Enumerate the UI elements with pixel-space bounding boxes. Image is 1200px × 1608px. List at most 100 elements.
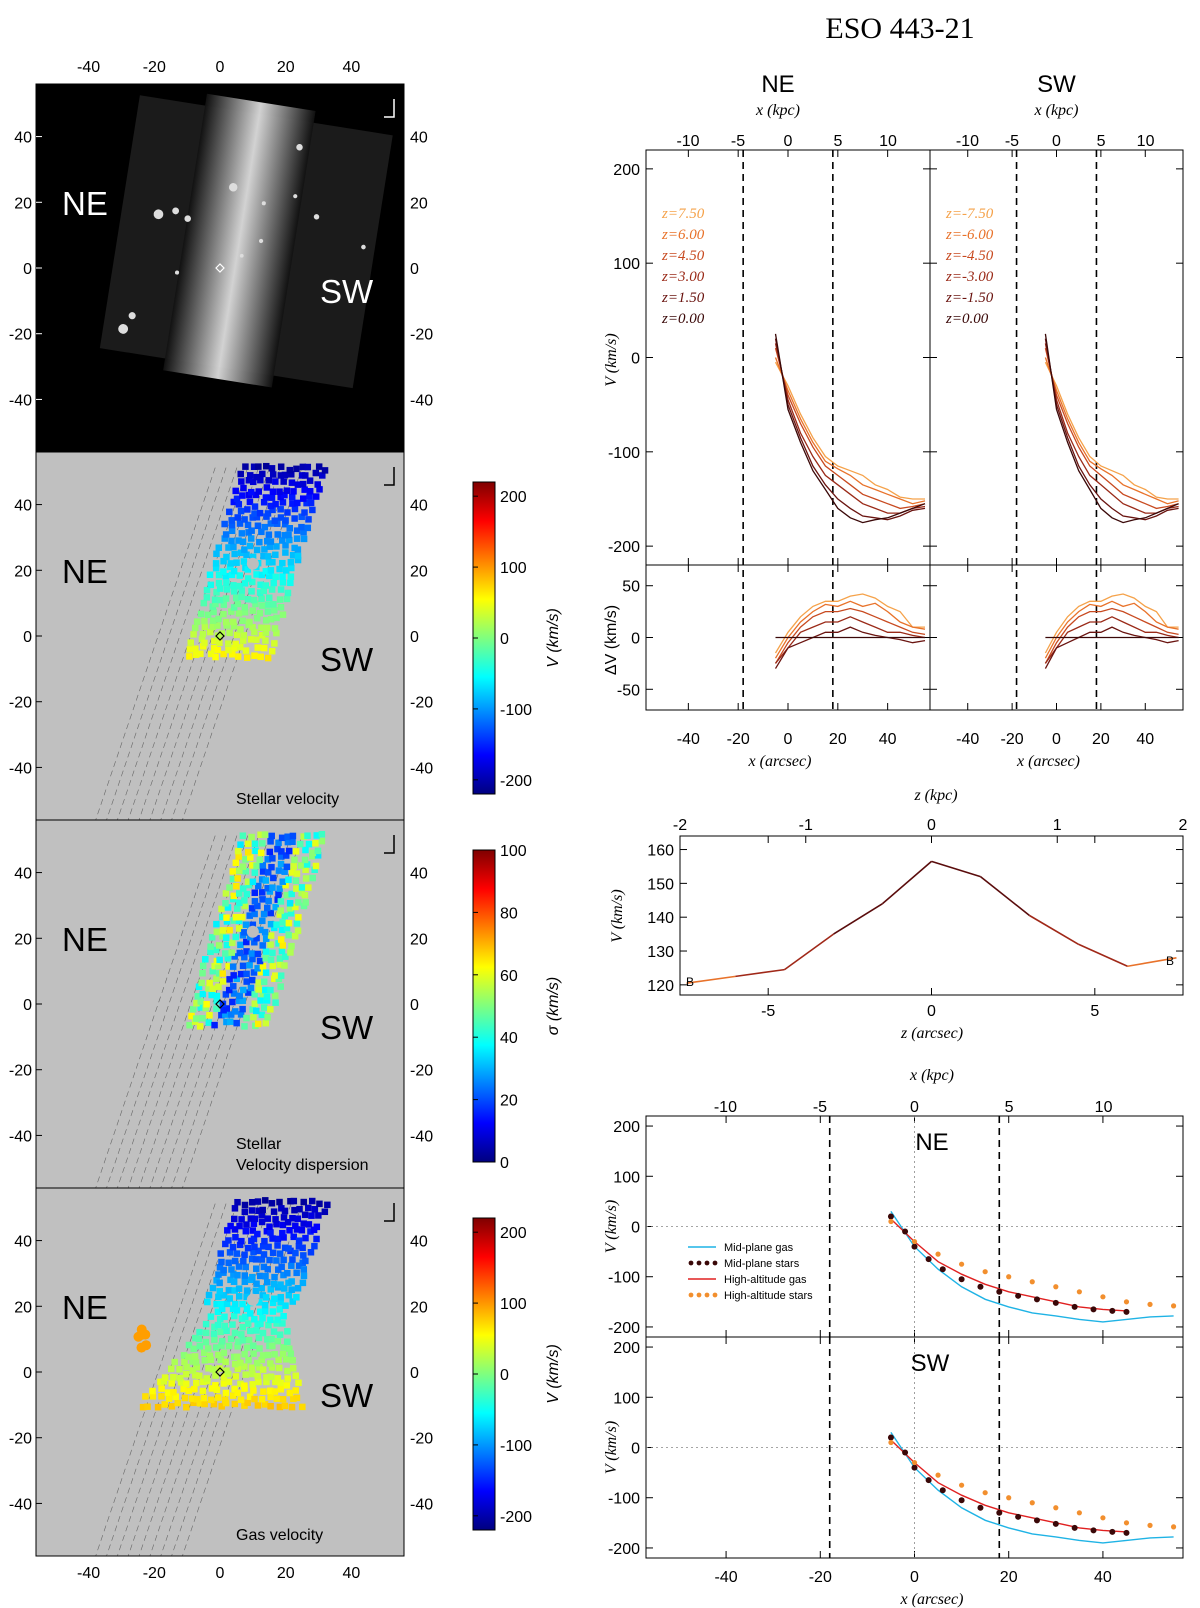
- map-spaxel: [244, 849, 252, 856]
- map-spaxel: [201, 617, 208, 625]
- map-spaxel: [252, 1287, 260, 1295]
- map-spaxel: [263, 1378, 270, 1386]
- map-spaxel: [215, 942, 223, 949]
- map-spaxel: [194, 993, 202, 1000]
- map-spaxel: [228, 608, 235, 615]
- map-spaxel: [255, 488, 262, 495]
- map-spaxel: [313, 832, 321, 839]
- map-spaxel: [321, 467, 329, 474]
- map-spaxel: [299, 1279, 307, 1287]
- map-spaxel: [239, 637, 247, 644]
- map-spaxel: [293, 527, 301, 534]
- map-y-tick-label-right: 20: [410, 931, 428, 948]
- map-spaxel: [209, 1284, 217, 1292]
- map-spaxel: [306, 477, 314, 484]
- map-spaxel: [257, 926, 264, 934]
- gs-mid-stars-point: [939, 1266, 946, 1273]
- map-spaxel: [249, 921, 257, 929]
- gs-legend-swatch: [712, 1292, 718, 1298]
- map-spaxel: [212, 560, 220, 567]
- colorbar-tick-label: 0: [500, 1155, 509, 1172]
- map-spaxel: [212, 1382, 219, 1389]
- map-spaxel: [292, 1372, 300, 1380]
- map-y-tick-label-right: -40: [410, 760, 433, 777]
- map-spaxel: [168, 1380, 175, 1387]
- map-spaxel: [295, 1379, 302, 1387]
- vz-top-xlabel: z (kpc): [913, 787, 957, 804]
- map-spaxel: [269, 949, 276, 957]
- map-spaxel: [264, 1336, 271, 1343]
- map-spaxel: [196, 1328, 203, 1336]
- map-spaxel: [273, 1395, 281, 1402]
- map-spaxel: [292, 877, 300, 884]
- map-spaxel: [259, 1206, 266, 1214]
- map-spaxel: [282, 549, 289, 556]
- map-spaxel: [263, 993, 271, 1001]
- map-spaxel: [207, 1313, 215, 1320]
- map-spaxel: [240, 1258, 247, 1265]
- rc-y-tick-label: -100: [608, 445, 640, 462]
- map-spaxel: [305, 1204, 312, 1212]
- map-spaxel: [217, 596, 224, 604]
- map-spaxel: [241, 609, 249, 616]
- map-spaxel: [281, 471, 289, 479]
- map-spaxel: [217, 1300, 225, 1308]
- colorbar-label: V (km/s): [545, 608, 562, 668]
- map-spaxel: [257, 653, 264, 661]
- star-source: [128, 312, 136, 320]
- map-spaxel: [241, 1382, 248, 1389]
- map-spaxel: [238, 1315, 246, 1322]
- map-spaxel: [300, 1252, 307, 1259]
- map-spaxel: [230, 1278, 238, 1285]
- rc-legend-entry: z=0.00: [661, 311, 705, 327]
- map-spaxel: [271, 992, 279, 999]
- map-spaxel: [224, 1370, 232, 1378]
- map-spaxel: [269, 1249, 277, 1257]
- map-spaxel: [297, 862, 305, 869]
- map-spaxel: [216, 585, 224, 592]
- map-spaxel: [249, 878, 257, 886]
- map-spaxel: [223, 622, 231, 629]
- map-spaxel: [246, 1393, 254, 1400]
- map-spaxel: [262, 629, 270, 636]
- map-spaxel: [234, 1389, 241, 1397]
- map-spaxel: [231, 1205, 239, 1212]
- map-spaxel: [279, 878, 287, 885]
- map-y-tick-label: -40: [9, 1496, 32, 1513]
- map-spaxel: [262, 877, 270, 884]
- map-spaxel: [279, 1229, 286, 1237]
- map-spaxel: [221, 535, 228, 542]
- map-spaxel: [273, 1220, 280, 1228]
- map-spaxel: [238, 530, 246, 537]
- rc-y-tick-label: 100: [613, 256, 640, 273]
- map-spaxel: [300, 1198, 307, 1206]
- map-spaxel: [236, 1241, 244, 1249]
- map-spaxel: [225, 1287, 233, 1294]
- map-spaxel: [249, 1273, 256, 1281]
- map-spaxel: [250, 596, 258, 604]
- map-spaxel: [315, 463, 323, 470]
- map-spaxel: [284, 1328, 291, 1335]
- gs-ylabel: V (km/s): [603, 1200, 620, 1253]
- map-spaxel: [203, 594, 211, 601]
- map-spaxel: [193, 618, 201, 625]
- map-spaxel: [288, 471, 295, 478]
- map-spaxel: [246, 854, 254, 861]
- map-spaxel: [265, 1321, 272, 1329]
- map-spaxel: [199, 1387, 207, 1395]
- map-spaxel: [207, 581, 215, 589]
- gs-mid-stars-point: [977, 1283, 984, 1290]
- map-spaxel: [247, 933, 254, 941]
- dv-series-line: [1044, 616, 1179, 664]
- map-spaxel: [311, 1206, 319, 1213]
- map-spaxel: [214, 1394, 222, 1401]
- map-spaxel: [241, 546, 248, 553]
- map-spaxel: [217, 1356, 225, 1364]
- map-spaxel: [269, 471, 277, 478]
- map-spaxel: [291, 856, 298, 864]
- map-spaxel: [298, 1226, 306, 1234]
- map-spaxel: [186, 653, 193, 660]
- map-spaxel: [230, 543, 237, 551]
- map-spaxel: [290, 1395, 297, 1403]
- map-spaxel: [263, 1279, 271, 1286]
